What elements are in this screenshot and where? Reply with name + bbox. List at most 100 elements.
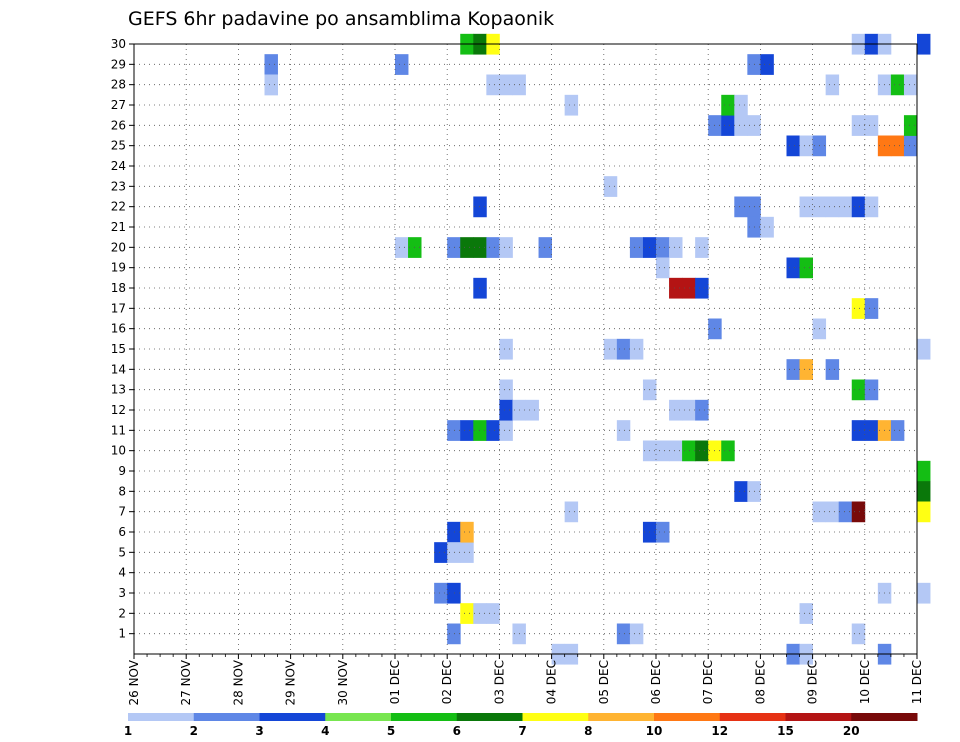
x-tick-label: 03 DEC xyxy=(492,660,506,704)
x-tick-label: 26 NOV xyxy=(127,659,141,705)
heatmap-cell xyxy=(395,237,409,258)
heatmap-cell xyxy=(264,74,278,96)
heatmap-cell xyxy=(903,135,918,157)
x-tick-label: 09 DEC xyxy=(806,660,820,704)
legend-label: 2 xyxy=(190,724,198,738)
heatmap-cell xyxy=(799,603,813,624)
heatmap-cell xyxy=(721,115,735,136)
legend-swatch xyxy=(391,713,458,721)
y-tick-label: 18 xyxy=(111,281,126,295)
heatmap-cell xyxy=(669,440,683,462)
heatmap-cell xyxy=(838,501,853,523)
heatmap-cell xyxy=(629,338,644,360)
heatmap-cell xyxy=(656,237,670,258)
x-tick-label: 01 DEC xyxy=(388,660,402,704)
heatmap-cell xyxy=(864,298,879,319)
y-tick-label: 26 xyxy=(111,118,126,132)
y-tick-label: 5 xyxy=(118,545,126,559)
heatmap-cell xyxy=(656,257,670,279)
heatmap-cell xyxy=(499,74,513,96)
heatmap-cell xyxy=(669,399,683,421)
y-tick-label: 24 xyxy=(111,159,126,173)
heatmap-cell xyxy=(538,237,552,258)
x-tick-label: 04 DEC xyxy=(545,660,559,704)
heatmap-cell xyxy=(721,440,735,462)
heatmap-cell xyxy=(825,359,840,380)
heatmap-cell xyxy=(473,196,487,218)
heatmap-cell xyxy=(864,115,879,136)
legend-label: 4 xyxy=(321,724,329,738)
heatmap-cell xyxy=(903,74,918,96)
heatmap-cell xyxy=(799,135,813,157)
heatmap-cell xyxy=(669,277,683,299)
heatmap-cell xyxy=(629,623,644,645)
y-tick-label: 27 xyxy=(111,98,126,112)
legend-label: 8 xyxy=(584,724,592,738)
heatmap-cell xyxy=(460,542,474,563)
y-tick-label: 12 xyxy=(111,403,126,417)
heatmap-cell xyxy=(434,582,448,604)
x-tick-label: 05 DEC xyxy=(597,660,611,704)
x-tick-label: 11 DEC xyxy=(910,660,924,704)
y-axis: 1234567891011121314151617181920212223242… xyxy=(111,37,134,641)
y-tick-label: 8 xyxy=(118,484,126,498)
heatmap-cell xyxy=(499,420,513,441)
heatmap-cell xyxy=(603,176,618,197)
heatmap-cell xyxy=(838,196,853,218)
heatmap-cell xyxy=(917,582,931,604)
heatmap-cell xyxy=(903,115,918,136)
heatmap-cell xyxy=(447,582,461,604)
heatmap-cell xyxy=(890,74,905,96)
y-tick-label: 22 xyxy=(111,200,126,214)
heatmap-cell xyxy=(917,460,931,482)
heatmap-cell xyxy=(851,298,866,319)
y-tick-label: 2 xyxy=(118,606,126,620)
heatmap-cell xyxy=(721,94,735,116)
y-tick-label: 7 xyxy=(118,505,126,519)
legend-label: 7 xyxy=(518,724,526,738)
heatmap-cell xyxy=(669,237,683,258)
heatmap-cell xyxy=(786,135,800,157)
x-tick-label: 30 NOV xyxy=(336,659,350,705)
heatmap-cell xyxy=(851,115,866,136)
legend-swatch xyxy=(588,713,655,721)
legend-label: 5 xyxy=(387,724,395,738)
heatmap-cell xyxy=(864,379,879,401)
heatmap-cell xyxy=(656,521,670,543)
legend-label: 12 xyxy=(711,724,728,738)
heatmap-cell xyxy=(851,420,866,441)
heatmap-cell xyxy=(734,196,748,218)
x-tick-label: 02 DEC xyxy=(440,660,454,704)
heatmap-cell xyxy=(825,501,840,523)
heatmap-cell xyxy=(786,257,800,279)
heatmap-cell xyxy=(447,623,461,645)
y-tick-label: 25 xyxy=(111,139,126,153)
x-tick-label: 10 DEC xyxy=(858,660,872,704)
heatmap-cell xyxy=(447,521,461,543)
legend-swatch xyxy=(456,713,523,721)
y-tick-label: 21 xyxy=(111,220,126,234)
heatmap-cell xyxy=(616,338,631,360)
heatmap-cell xyxy=(447,542,461,563)
x-tick-label: 29 NOV xyxy=(284,659,298,705)
heatmap-cell xyxy=(825,74,840,96)
heatmap-cell xyxy=(499,237,513,258)
heatmap-cell xyxy=(460,521,474,543)
y-tick-label: 1 xyxy=(118,627,126,641)
heatmap-cell xyxy=(760,216,774,238)
heatmap-cell xyxy=(603,338,618,360)
y-tick-label: 30 xyxy=(111,37,126,51)
heatmap-cell xyxy=(682,440,696,462)
color-legend: 1 2 3 4 5 6 7 8 10 12 15 20 xyxy=(124,713,918,738)
heatmap-cell xyxy=(851,379,866,401)
heatmap-cell xyxy=(460,420,474,441)
heatmap-cell xyxy=(525,399,539,421)
heatmap-cell xyxy=(799,257,813,279)
legend-label: 3 xyxy=(255,724,263,738)
y-tick-label: 17 xyxy=(111,301,126,315)
heatmap-cell xyxy=(460,603,474,624)
heatmap-cell xyxy=(734,481,748,502)
heatmap-cell xyxy=(851,196,866,218)
legend-label: 15 xyxy=(777,724,794,738)
heatmap-cell xyxy=(917,33,931,55)
